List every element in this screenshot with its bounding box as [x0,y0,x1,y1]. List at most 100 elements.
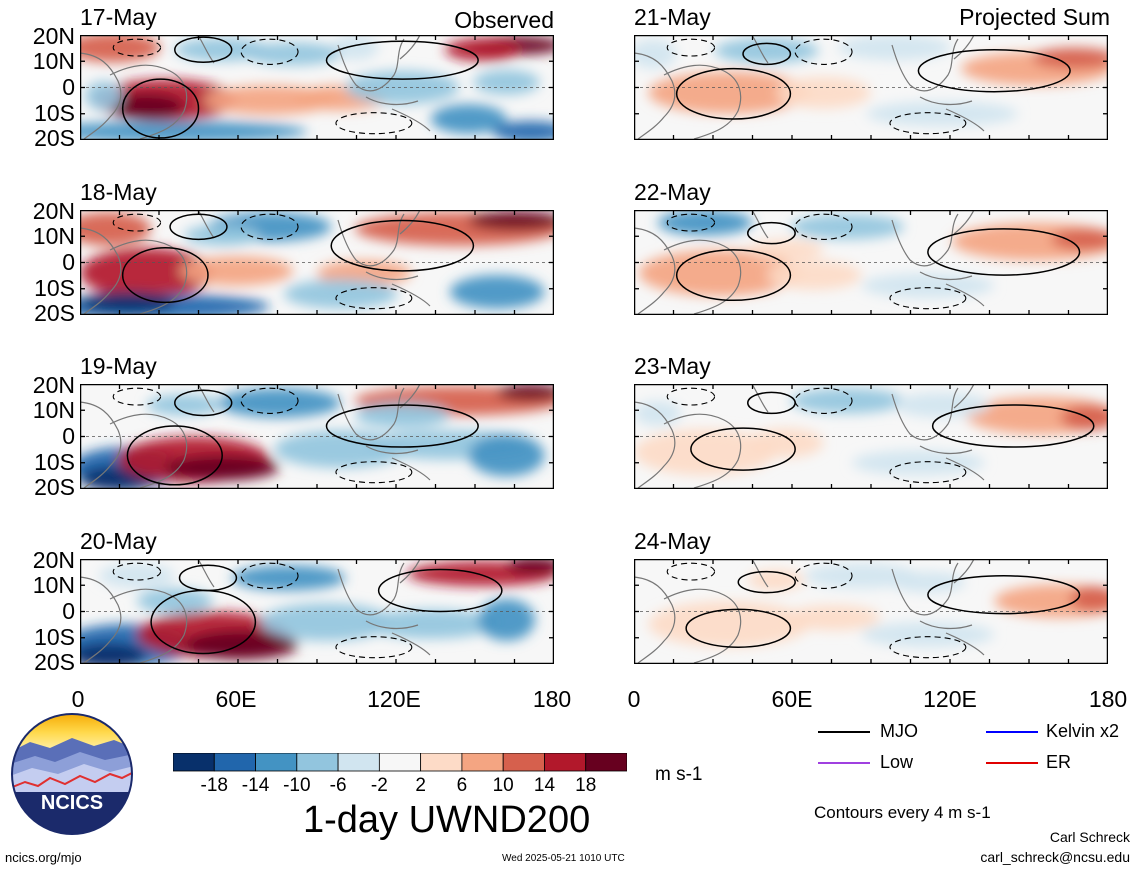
projected-panel-2 [634,210,1108,315]
colorbar-tick-label: 18 [575,775,597,796]
low-legend-line [818,762,870,764]
date-label: 22-May [634,179,711,205]
er-legend-label: ER [1046,752,1072,772]
observed-label: Observed [454,7,554,33]
colorbar [173,753,627,772]
colorbar-tick-label: 6 [456,775,468,796]
mjo-contour [121,213,475,304]
observed-panel-4 [80,559,554,664]
anomaly-blob [364,609,498,639]
anomaly-blob [1051,228,1108,250]
anomaly-blob [766,260,862,290]
anomaly-blob [492,121,554,140]
observed-panel-1 [80,35,554,140]
projected-panel-3 [634,384,1108,489]
contour-note: Contours every 4 m s-1 [814,803,991,822]
date-label: 21-May [634,4,711,30]
colorbar-swatch [213,753,256,772]
anomaly-blob [638,249,800,297]
anomaly-blob [331,35,379,61]
colorbar-swatch [255,753,298,772]
anomaly-blob [894,392,990,418]
anomaly-map [634,559,1108,664]
tick-marks [80,210,554,315]
lon-label: 0 [627,686,641,712]
anomaly-map [634,384,1108,489]
lat-label: 20S [34,649,75,675]
anomaly-blob [80,643,147,664]
lat-label: 20N [32,372,75,398]
anomaly-blob [108,93,185,119]
projected-panel-4 [634,559,1108,664]
observed-panel-2 [80,210,554,315]
lat-label: 20S [34,474,75,500]
anomaly-blob [747,428,824,458]
kelvin-legend-line [986,731,1038,733]
anomaly-blob [634,400,682,426]
date-label: 19-May [80,353,157,379]
anomaly-blob [861,273,995,299]
lat-label: 0 [62,74,75,100]
colorbar-tick-label: 2 [415,775,426,796]
lat-label: 20N [32,547,75,573]
anomaly-blob [84,81,123,111]
colorbar-tick-label: -6 [329,775,347,796]
colorbar-swatch [544,753,587,772]
ncics-logo: NCICS [10,712,134,841]
anomaly-map [634,35,1108,140]
anomaly-blob [506,559,554,574]
coastline [80,384,431,489]
coastline [80,210,431,315]
lat-label: 10S [34,449,75,475]
anomaly-blob [231,565,346,591]
anomaly-blob [497,384,554,401]
site-link[interactable]: ncics.org/mjo [5,850,82,865]
anomaly-blob [345,70,460,105]
anomaly-blob [449,275,545,309]
anomaly-blob [430,104,507,134]
lon-label: 60E [215,686,257,712]
lon-label: 120E [367,686,421,712]
lon-label: 180 [532,686,572,712]
anomaly-blob [861,622,995,648]
low-legend-label: Low [880,752,914,772]
mjo-legend-label: MJO [880,721,918,741]
date-label: 18-May [80,179,157,205]
tick-marks [80,384,554,489]
anomaly-blob [468,434,545,477]
anomaly-blob [747,569,805,591]
anomaly-blob [217,388,341,418]
coastline [634,35,985,140]
mjo-contour [685,570,1081,648]
anomaly-blob [165,455,280,481]
lat-label: 10N [32,572,75,598]
lat-label: 20N [32,198,75,224]
mjo-legend-line [818,731,870,733]
tick-marks [634,559,1108,664]
mjo-contour [675,221,1081,302]
lon-label: 180 [1088,686,1128,712]
mjo-contour [121,36,479,139]
er-legend-line [986,762,1038,764]
colorbar-unit: m s-1 [655,764,703,785]
anomaly-map [80,384,554,489]
anomaly-blob [468,211,554,230]
tick-marks [634,210,1108,315]
colorbar-swatch [585,753,627,772]
lat-label: 20N [32,23,75,49]
anomaly-blob [790,214,905,240]
coastline [634,210,985,315]
mjo-contour [150,564,503,655]
tick-marks [80,35,554,140]
colorbar-swatch [502,753,545,772]
anomaly-blob [283,279,398,309]
author-email[interactable]: carl_schreck@ncsu.edu [980,849,1130,865]
anomaly-blob [245,42,341,66]
colorbar-swatch [296,753,339,772]
anomaly-blob [80,247,213,299]
colorbar-swatch [378,753,422,772]
lat-label: 10S [34,100,75,126]
anomaly-blob [179,256,294,286]
negative-contour [666,387,967,484]
observed-panel-3 [80,384,554,489]
